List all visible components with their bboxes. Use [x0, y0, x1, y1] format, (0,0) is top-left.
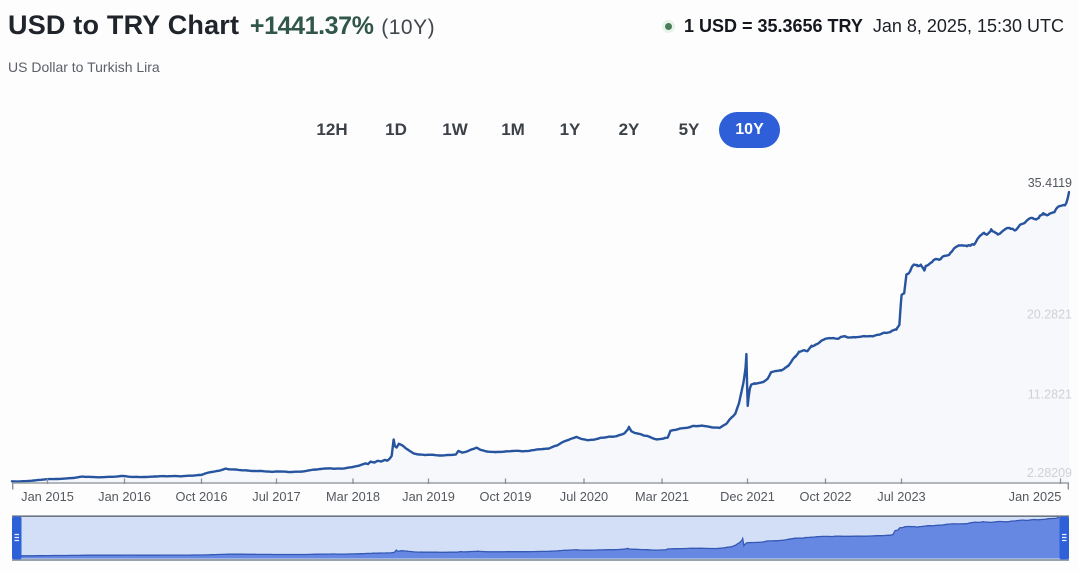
svg-text:Jan 2019: Jan 2019: [402, 489, 455, 504]
svg-text:Mar 2018: Mar 2018: [326, 489, 380, 504]
svg-text:2.28209: 2.28209: [1027, 466, 1072, 480]
svg-text:11.2821: 11.2821: [1028, 388, 1072, 402]
svg-text:Jul 2023: Jul 2023: [877, 489, 925, 504]
svg-text:Jul 2020: Jul 2020: [560, 489, 608, 504]
svg-text:Dec 2021: Dec 2021: [720, 489, 775, 504]
svg-text:Oct 2019: Oct 2019: [480, 489, 532, 504]
svg-text:Oct 2016: Oct 2016: [176, 489, 228, 504]
svg-text:Jan 2015: Jan 2015: [21, 489, 74, 504]
svg-text:Jul 2017: Jul 2017: [252, 489, 300, 504]
svg-text:Mar 2021: Mar 2021: [635, 489, 689, 504]
svg-text:20.2821: 20.2821: [1027, 308, 1072, 322]
svg-text:Jan 2016: Jan 2016: [98, 489, 151, 504]
svg-text:Oct 2022: Oct 2022: [800, 489, 852, 504]
svg-text:Jan 2025: Jan 2025: [1009, 489, 1062, 504]
svg-text:35.4119: 35.4119: [1028, 176, 1072, 190]
